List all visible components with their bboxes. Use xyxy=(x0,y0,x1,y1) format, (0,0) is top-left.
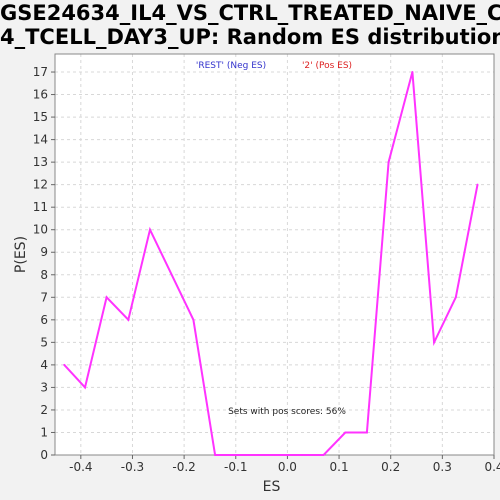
y-tick-label: 1 xyxy=(40,425,48,439)
y-tick-label: 12 xyxy=(33,178,48,192)
x-tick-label: -0.4 xyxy=(69,460,92,474)
y-tick-label: 10 xyxy=(33,223,48,237)
plot-area xyxy=(55,54,494,455)
y-tick-label: 16 xyxy=(33,88,48,102)
x-axis-title: ES xyxy=(263,479,281,495)
data-point xyxy=(127,318,130,321)
data-point xyxy=(257,454,260,456)
legend-neg-es: 'REST' (Neg ES) xyxy=(196,61,266,71)
x-tick-label: -0.3 xyxy=(121,460,144,474)
y-tick-label: 0 xyxy=(40,448,48,462)
data-point xyxy=(63,363,66,366)
y-tick-label: 6 xyxy=(40,313,48,327)
x-tick-label: 0.2 xyxy=(381,460,400,474)
y-tick-label: 17 xyxy=(33,65,48,79)
y-tick-label: 9 xyxy=(40,245,48,259)
legend-pos-es: '2' (Pos ES) xyxy=(302,61,352,71)
y-tick-label: 4 xyxy=(40,358,48,372)
data-point xyxy=(365,431,368,434)
data-point xyxy=(411,71,414,74)
data-point xyxy=(322,454,325,456)
chart-title-line-1: GSE24634_IL4_VS_CTRL_TREATED_NAIVE_CD xyxy=(0,1,500,25)
y-tick-label: 13 xyxy=(33,155,48,169)
data-point xyxy=(235,454,238,456)
data-point xyxy=(214,454,217,456)
data-point xyxy=(476,183,479,186)
data-point xyxy=(149,228,152,231)
data-point xyxy=(300,454,303,456)
y-tick-label: 5 xyxy=(40,335,48,349)
chart-title-line-2: 4_TCELL_DAY3_UP: Random ES distribution xyxy=(0,25,500,49)
data-point xyxy=(454,296,457,299)
data-point xyxy=(433,341,436,344)
y-tick-label: 11 xyxy=(33,200,48,214)
data-point xyxy=(279,454,282,456)
y-axis-title: P(ES) xyxy=(13,236,29,273)
y-tick-label: 3 xyxy=(40,380,48,394)
x-tick-label: 0.3 xyxy=(433,460,452,474)
x-tick-label: 0.1 xyxy=(330,460,349,474)
x-tick-label: -0.1 xyxy=(224,460,247,474)
y-tick-label: 15 xyxy=(33,110,48,124)
x-tick-label: 0.4 xyxy=(484,460,500,474)
pos-scores-annotation: Sets with pos scores: 56% xyxy=(228,407,346,417)
y-tick-label: 8 xyxy=(40,268,48,282)
data-point xyxy=(344,431,347,434)
chart-title: GSE24634_IL4_VS_CTRL_TREATED_NAIVE_CD 4_… xyxy=(0,1,500,49)
data-point xyxy=(192,318,195,321)
y-tick-label: 14 xyxy=(33,133,48,147)
x-tick-label: 0.0 xyxy=(278,460,297,474)
y-tick-label: 7 xyxy=(40,290,48,304)
data-point xyxy=(83,386,86,389)
data-point xyxy=(387,161,390,164)
x-tick-label: -0.2 xyxy=(172,460,195,474)
data-point xyxy=(105,296,108,299)
y-tick-label: 2 xyxy=(40,403,48,417)
